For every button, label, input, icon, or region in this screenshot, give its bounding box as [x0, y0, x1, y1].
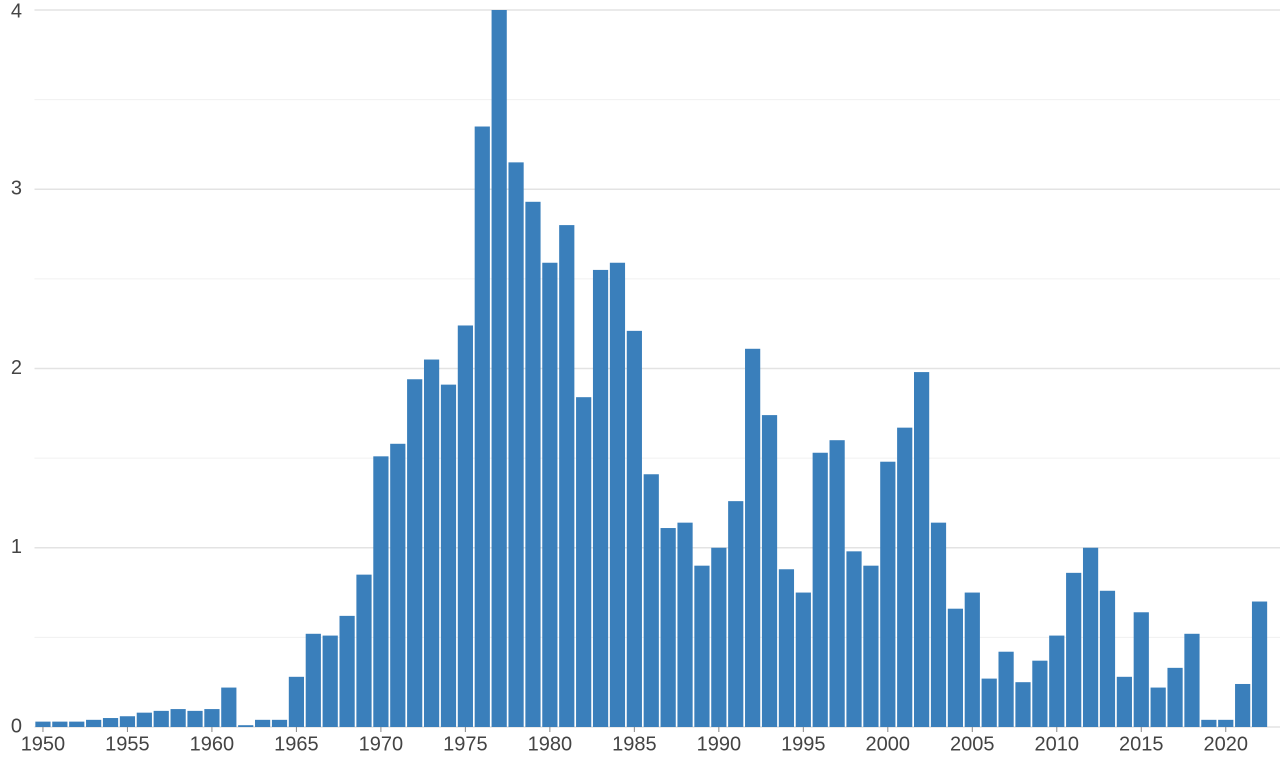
y-tick-label: 4: [11, 0, 22, 22]
bar: [1235, 683, 1251, 727]
x-tick-label: 2005: [950, 733, 995, 755]
bar: [136, 712, 152, 727]
bar: [35, 721, 51, 727]
x-tick-label: 2000: [866, 733, 911, 755]
bar: [1218, 719, 1234, 727]
bar: [1201, 719, 1217, 727]
bar: [339, 615, 355, 727]
bar: [1082, 547, 1099, 727]
bar: [508, 162, 524, 728]
x-tick-label: 1955: [105, 733, 150, 755]
bar: [1015, 682, 1031, 727]
bar: [728, 501, 744, 727]
bar: [390, 443, 406, 727]
bar: [288, 676, 305, 727]
bar: [660, 528, 676, 727]
y-tick-label: 1: [11, 536, 22, 558]
bar: [711, 547, 727, 727]
x-tick-label: 1960: [190, 733, 235, 755]
bar: [795, 592, 811, 727]
bar: [1167, 667, 1183, 727]
bar: [626, 330, 642, 727]
bar: [1066, 572, 1082, 727]
bar: [1133, 612, 1149, 727]
bar: [1032, 660, 1048, 727]
x-tick-label: 1980: [528, 733, 573, 755]
bar: [981, 678, 997, 727]
x-tick-label: 1975: [443, 733, 488, 755]
bar: [525, 201, 541, 728]
bar: [1251, 601, 1268, 727]
bar: [356, 574, 372, 727]
bar: [440, 384, 457, 727]
bar: [1099, 590, 1116, 727]
bar: [271, 719, 288, 727]
bar: [238, 725, 254, 727]
bar: [846, 551, 862, 727]
bar: [1184, 633, 1200, 727]
bar: [677, 522, 693, 727]
bar: [170, 709, 186, 727]
bar: [745, 348, 761, 727]
x-tick-label: 1985: [612, 733, 657, 755]
bar: [474, 126, 490, 727]
bar: [322, 635, 338, 727]
bar: [880, 461, 896, 727]
bar: [305, 633, 321, 727]
x-tick-label: 2010: [1035, 733, 1080, 755]
bar: [407, 379, 423, 727]
bar: [964, 592, 980, 727]
bar: [643, 474, 659, 727]
bar: [812, 452, 828, 727]
bar: [69, 721, 85, 727]
x-tick-label: 1990: [697, 733, 742, 755]
bar: [542, 262, 558, 727]
x-tick-label: 1965: [274, 733, 319, 755]
bar: [947, 608, 964, 727]
bar: [1150, 687, 1166, 727]
bar: [914, 372, 930, 727]
bar: [829, 440, 845, 727]
bar: [930, 522, 947, 727]
bar: [153, 710, 169, 727]
bar: [576, 397, 592, 727]
bar: [373, 456, 389, 727]
bar: [609, 262, 626, 727]
bar: [204, 709, 220, 727]
bar: [491, 10, 507, 727]
bar: [457, 325, 473, 727]
bar: [255, 719, 271, 727]
bar: [1116, 676, 1132, 727]
bar: [998, 651, 1014, 727]
bar: [1049, 635, 1065, 727]
x-tick-label: 2015: [1119, 733, 1164, 755]
bar: [187, 710, 203, 727]
bar: [559, 225, 575, 727]
bar: [102, 718, 119, 727]
bar: [423, 359, 440, 727]
x-tick-label: 1950: [21, 733, 66, 755]
bar: [778, 569, 795, 727]
bar: [119, 716, 136, 727]
y-tick-label: 2: [11, 357, 22, 379]
bar: [86, 719, 102, 727]
bar: [221, 687, 237, 727]
bar: [694, 565, 710, 727]
bar: [761, 415, 778, 727]
x-tick-label: 1995: [781, 733, 826, 755]
bar: [897, 427, 913, 727]
x-tick-label: 1970: [359, 733, 404, 755]
bar: [52, 721, 68, 727]
bar: [863, 565, 879, 727]
y-tick-label: 3: [11, 178, 22, 200]
x-tick-label: 2020: [1204, 733, 1249, 755]
bar: [592, 269, 609, 727]
y-tick-label: 0: [11, 715, 22, 737]
